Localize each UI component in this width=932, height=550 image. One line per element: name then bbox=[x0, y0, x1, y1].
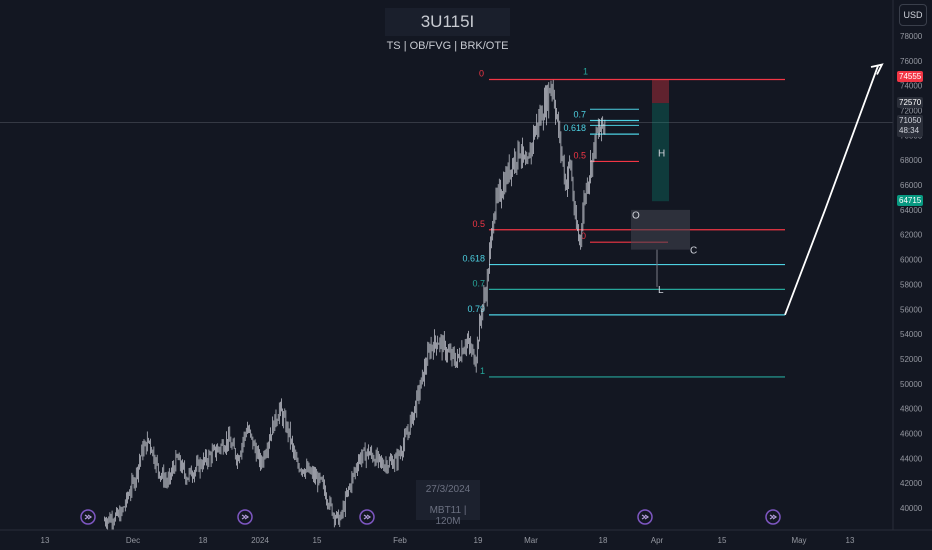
price-tick-label: 76000 bbox=[900, 57, 923, 66]
countdown: 48:34 bbox=[899, 126, 920, 135]
watermark-symbol: MBT11 | 120M bbox=[429, 505, 467, 527]
current-price: 71050 bbox=[899, 116, 922, 125]
price-tick-label: 52000 bbox=[900, 355, 923, 364]
time-tick-label: 15 bbox=[718, 536, 727, 545]
arrow-head-icon bbox=[870, 63, 884, 75]
annotation-l: L bbox=[658, 285, 664, 296]
price-axis: 40000 42000 44000 46000 48000 50000 52000 54000… bbox=[892, 0, 923, 530]
price-tick-label: 74000 bbox=[900, 82, 923, 91]
fib-main-level-label: 1 bbox=[480, 366, 485, 376]
price-tick-label: 58000 bbox=[900, 280, 923, 289]
current-price-tag: 71050 48:34 bbox=[897, 115, 924, 137]
event-marker-icon bbox=[80, 509, 96, 525]
fib-top-level-label: 0.5 bbox=[573, 150, 586, 160]
fibonacci-levels: 0.5 0.618 0.7 0.79 1 0 1 0.7 0.618 0.5 0 bbox=[462, 66, 785, 378]
chart-annotations: H O C L bbox=[632, 63, 884, 316]
event-marker-icon bbox=[637, 509, 653, 525]
time-tick-label: Dec bbox=[126, 536, 140, 545]
price-tick-label: 66000 bbox=[900, 181, 923, 190]
fib-main-level-label: 0.79 bbox=[467, 304, 485, 314]
price-tag-low: 64715 bbox=[897, 195, 924, 206]
price-tick-label: 54000 bbox=[900, 330, 923, 339]
watermark-box bbox=[416, 480, 480, 520]
fib-top-level-label: 0.618 bbox=[563, 123, 586, 133]
chart-subtitle: TS | OB/FVG | BRK/OTE bbox=[386, 40, 509, 52]
price-tick-label: 64000 bbox=[900, 206, 923, 215]
time-tick-label: 18 bbox=[599, 536, 608, 545]
fib-main-level-label: 0.618 bbox=[462, 254, 485, 264]
price-candles bbox=[104, 79, 606, 530]
fib-main-level-label: 0.7 bbox=[472, 278, 485, 288]
time-tick-label: Mar bbox=[524, 536, 538, 545]
time-tick-label: 13 bbox=[846, 536, 855, 545]
price-tick-label: 46000 bbox=[900, 429, 923, 438]
price-tick-label: 50000 bbox=[900, 380, 923, 389]
projection-arrow bbox=[784, 65, 879, 316]
currency-button[interactable]: USD bbox=[899, 4, 927, 26]
price-tag-high: 74555 bbox=[897, 71, 924, 82]
fib-top-level-label: 0 bbox=[479, 68, 484, 78]
fib-top-level-label: 1 bbox=[583, 66, 588, 76]
annotation-h: H bbox=[658, 148, 665, 159]
price-tag-mid: 72570 bbox=[897, 97, 924, 108]
time-tick-label: 2024 bbox=[251, 536, 269, 545]
time-tick-label: 19 bbox=[474, 536, 483, 545]
fib-top-level-label: 0.7 bbox=[573, 109, 586, 119]
time-tick-label: Apr bbox=[651, 536, 664, 545]
fib-main-level-label: 0.5 bbox=[472, 219, 485, 229]
stop-loss-zone bbox=[652, 79, 669, 104]
price-tick-label: 62000 bbox=[900, 231, 923, 240]
price-tick-label: 40000 bbox=[900, 504, 923, 513]
time-tick-label: Feb bbox=[393, 536, 407, 545]
time-tick-label: 13 bbox=[41, 536, 50, 545]
price-tick-label: 42000 bbox=[900, 479, 923, 488]
price-tick-label: 44000 bbox=[900, 454, 923, 463]
time-tick-label: 18 bbox=[199, 536, 208, 545]
chart-title: 3U115I bbox=[420, 12, 475, 31]
order-block-box bbox=[631, 209, 690, 250]
annotation-o: O bbox=[632, 211, 640, 222]
annotation-c: C bbox=[690, 245, 697, 256]
watermark-date: 27/3/2024 bbox=[425, 484, 471, 495]
price-tick-label: 78000 bbox=[900, 32, 923, 41]
price-tick-label: 56000 bbox=[900, 305, 923, 314]
price-tick-label: 68000 bbox=[900, 156, 923, 165]
time-axis: 13 Dec 18 2024 15 Feb 19 Mar 18 Apr 15 May 13 bbox=[0, 509, 932, 545]
order-block-boxes bbox=[631, 79, 690, 287]
time-tick-label: 15 bbox=[313, 536, 322, 545]
price-tick-label: 60000 bbox=[900, 256, 923, 265]
price-tick-label: 48000 bbox=[900, 405, 923, 414]
event-marker-icon bbox=[359, 509, 375, 525]
title-box bbox=[385, 8, 510, 36]
price-tick-label: 72000 bbox=[900, 107, 923, 116]
event-marker-icon bbox=[765, 509, 781, 525]
take-profit-zone bbox=[652, 103, 669, 202]
time-tick-label: May bbox=[791, 536, 806, 545]
fib-top-level-label: 0 bbox=[581, 231, 586, 241]
event-marker-icon bbox=[237, 509, 253, 525]
